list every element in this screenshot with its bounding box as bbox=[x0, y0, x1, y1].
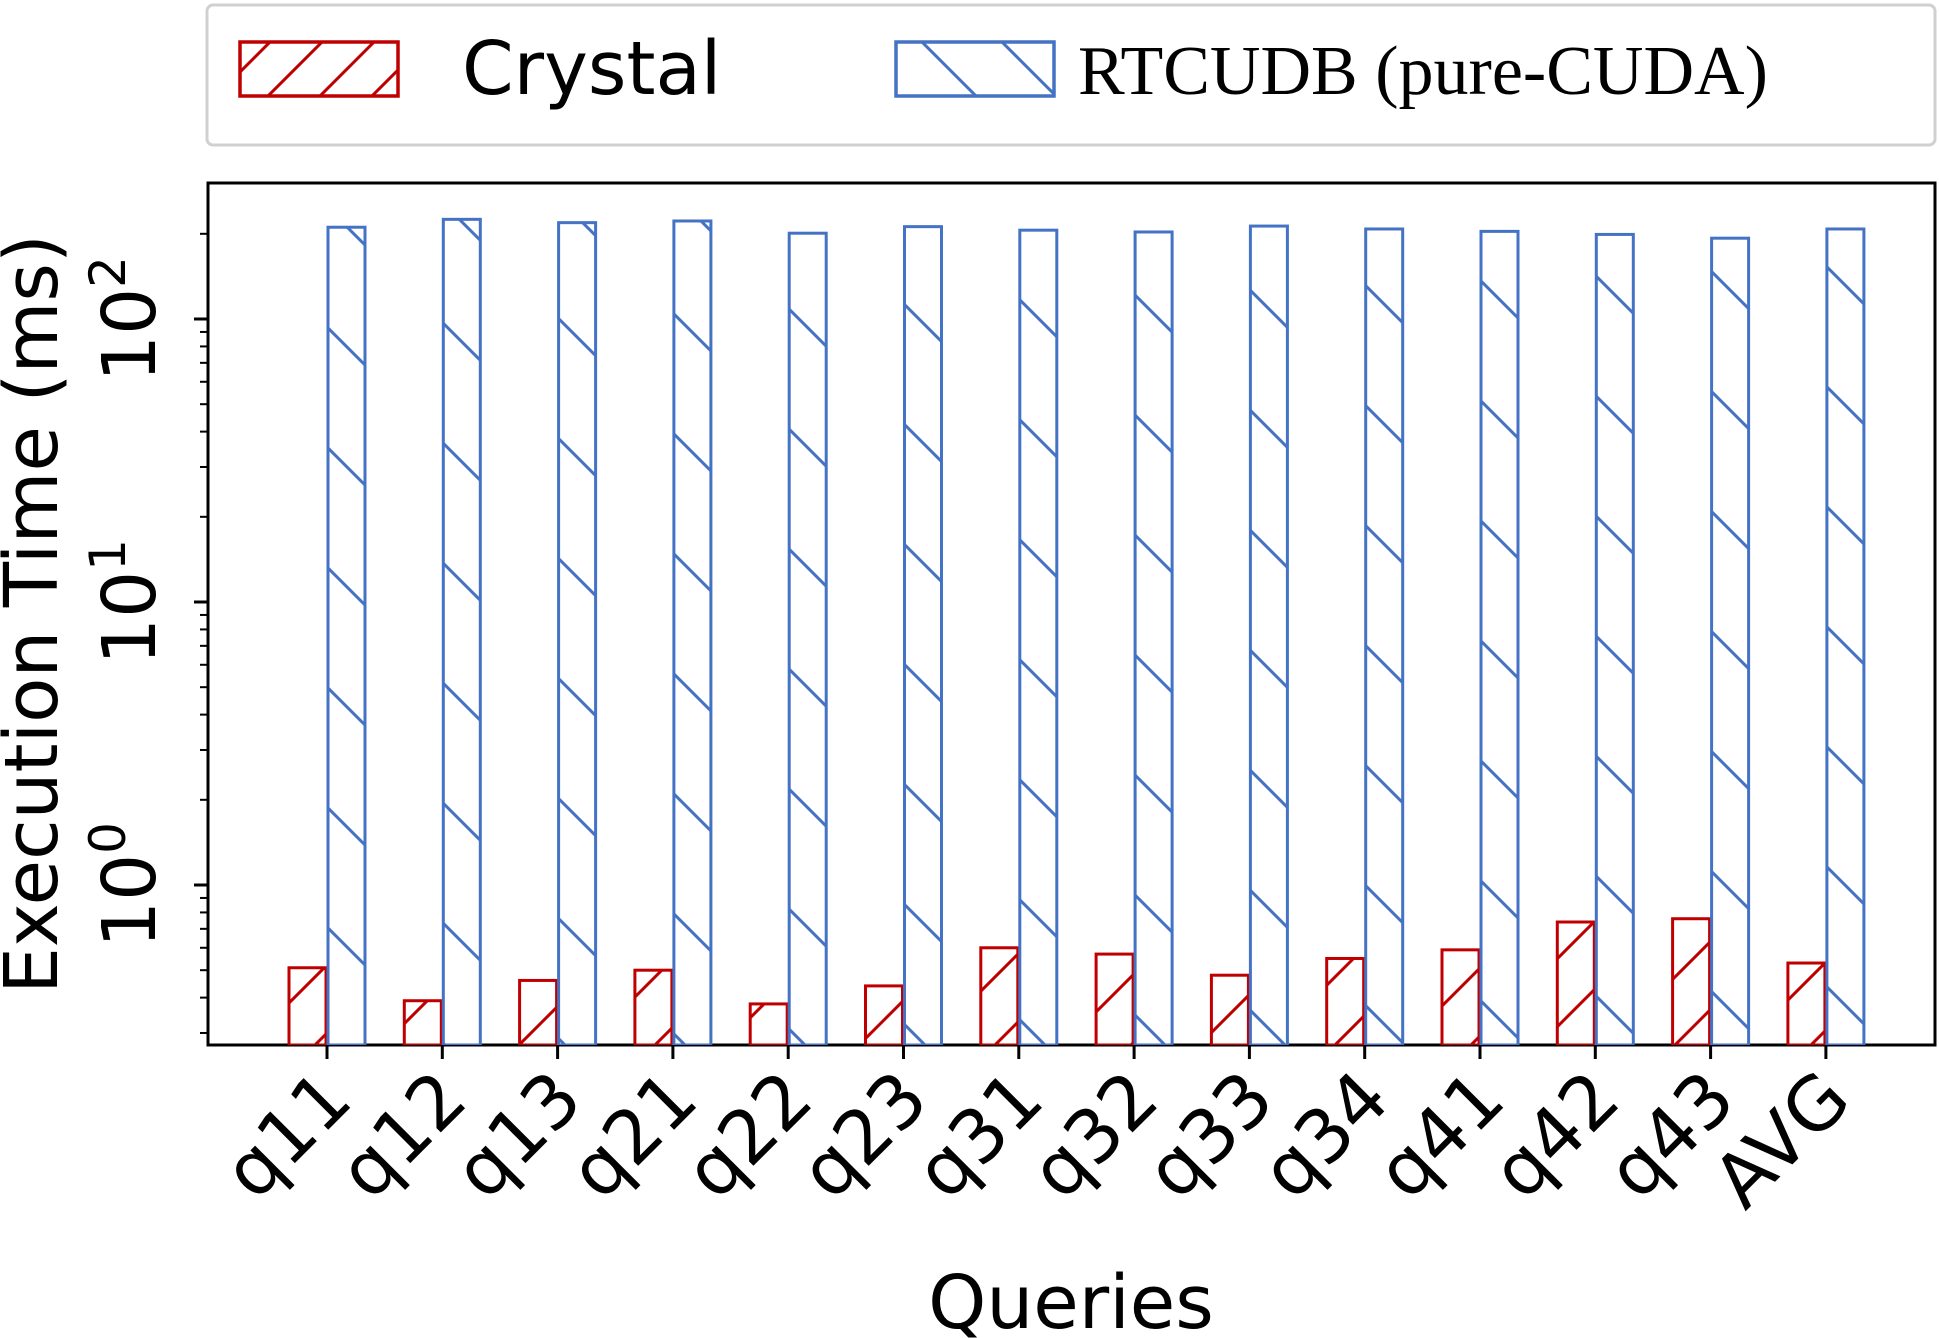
bar-rtcudb-pure-cuda-q13 bbox=[557, 221, 598, 1045]
legend-item-rtcudb: RTCUDB (pure-CUDA) bbox=[894, 33, 1768, 110]
bar-rtcudb-pure-cuda-q31 bbox=[1018, 228, 1059, 1045]
bar-crystal-q22 bbox=[748, 1002, 789, 1045]
bar-rtcudb-pure-cuda-q12-hatch bbox=[443, 219, 481, 1045]
bar-rtcudb-pure-cuda-q43-hatch bbox=[1711, 238, 1749, 1045]
bar-rtcudb-pure-cuda-q11 bbox=[326, 225, 367, 1045]
bar-crystal-q33 bbox=[1209, 973, 1250, 1045]
bar-crystal-q33-hatch bbox=[1211, 975, 1249, 1045]
bar-crystal-q12 bbox=[402, 999, 443, 1045]
bar-rtcudb-pure-cuda-q41 bbox=[1479, 229, 1520, 1045]
legend-label-rtcudb: RTCUDB (pure-CUDA) bbox=[1078, 33, 1768, 110]
bar-crystal-q11-hatch bbox=[289, 967, 326, 1045]
bar-crystal-q32 bbox=[1094, 952, 1135, 1045]
bar-crystal-q43 bbox=[1671, 917, 1712, 1045]
y-tick-exponent: 1 bbox=[79, 539, 137, 571]
bar-rtcudb-pure-cuda-q22 bbox=[787, 231, 828, 1045]
bar-rtcudb-pure-cuda-q22-hatch bbox=[789, 233, 827, 1045]
bar-rtcudb-pure-cuda-q42 bbox=[1594, 232, 1635, 1045]
bar-rtcudb-pure-cuda-q23-hatch bbox=[904, 226, 942, 1045]
bar-rtcudb-pure-cuda-avg-hatch bbox=[1826, 228, 1864, 1045]
bar-crystal-q43-hatch bbox=[1672, 918, 1710, 1045]
y-tick-base: 10 bbox=[87, 288, 173, 382]
bar-crystal-q12-hatch bbox=[404, 1000, 442, 1045]
bar-crystal-q41 bbox=[1440, 948, 1481, 1045]
x-axis: q11q12q13q21q22q23q31q32q33q34q41q42q43A… bbox=[207, 1045, 1867, 1225]
legend: Crystal RTCUDB (pure-CUDA) bbox=[205, 3, 1937, 147]
bar-crystal-q13-hatch bbox=[519, 980, 557, 1045]
bar-crystal-q34 bbox=[1325, 956, 1366, 1045]
bar-crystal-q11 bbox=[287, 966, 328, 1045]
bar-crystal-q42 bbox=[1555, 920, 1596, 1045]
bar-rtcudb-pure-cuda-q32-hatch bbox=[1135, 231, 1173, 1045]
bar-rtcudb-pure-cuda-q33 bbox=[1248, 224, 1289, 1045]
y-tick-label: 100 bbox=[79, 822, 173, 948]
bar-rtcudb-pure-cuda-q41-hatch bbox=[1481, 231, 1518, 1045]
bar-crystal-q34-hatch bbox=[1326, 958, 1364, 1045]
x-axis-label: Queries bbox=[928, 1260, 1214, 1338]
legend-swatch-crystal-hatch bbox=[240, 42, 398, 96]
bar-rtcudb-pure-cuda-q31-hatch bbox=[1019, 230, 1057, 1045]
y-tick-label: 102 bbox=[79, 256, 173, 382]
bar-rtcudb-pure-cuda-q23 bbox=[903, 225, 943, 1045]
bar-rtcudb-pure-cuda-q13-hatch bbox=[558, 222, 596, 1045]
bar-rtcudb-pure-cuda-q42-hatch bbox=[1596, 234, 1634, 1045]
bar-crystal-avg-hatch bbox=[1787, 963, 1825, 1045]
x-tick-label-avg: AVG bbox=[1697, 1055, 1867, 1225]
y-tick-base: 10 bbox=[87, 854, 173, 948]
bar-crystal-avg bbox=[1786, 961, 1827, 1045]
bars bbox=[287, 217, 1866, 1045]
y-tick-exponent: 2 bbox=[79, 256, 137, 288]
bar-rtcudb-pure-cuda-q34 bbox=[1364, 227, 1405, 1045]
y-tick-exponent: 0 bbox=[79, 822, 137, 854]
legend-item-crystal: Crystal bbox=[238, 26, 721, 112]
bar-crystal-q23-hatch bbox=[865, 985, 903, 1045]
bar-crystal-q13 bbox=[518, 978, 559, 1045]
bar-rtcudb-pure-cuda-avg bbox=[1825, 227, 1866, 1045]
bar-rtcudb-pure-cuda-q11-hatch bbox=[328, 227, 365, 1045]
plot-area bbox=[206, 181, 1937, 1047]
bar-crystal-q21-hatch bbox=[634, 970, 672, 1045]
bar-rtcudb-pure-cuda-q21 bbox=[672, 219, 713, 1045]
y-axis-label: Execution Time (ms) bbox=[0, 234, 75, 994]
legend-label-crystal: Crystal bbox=[462, 26, 721, 112]
bar-rtcudb-pure-cuda-q32 bbox=[1133, 230, 1174, 1045]
bar-crystal-q32-hatch bbox=[1096, 954, 1134, 1045]
legend-frame bbox=[205, 3, 1937, 147]
bar-rtcudb-pure-cuda-q21-hatch bbox=[673, 220, 711, 1045]
bar-crystal-q42-hatch bbox=[1557, 922, 1595, 1045]
y-tick-label: 101 bbox=[79, 539, 173, 665]
bar-crystal-q21 bbox=[633, 968, 674, 1045]
bar-rtcudb-pure-cuda-q43 bbox=[1710, 236, 1751, 1045]
bar-crystal-q31-hatch bbox=[980, 947, 1018, 1045]
bar-crystal-q23 bbox=[864, 984, 904, 1045]
bar-rtcudb-pure-cuda-q12 bbox=[441, 217, 482, 1045]
bar-rtcudb-pure-cuda-q33-hatch bbox=[1250, 226, 1288, 1045]
bar-rtcudb-pure-cuda-q34-hatch bbox=[1365, 228, 1403, 1045]
bar-crystal-q41-hatch bbox=[1442, 949, 1479, 1045]
y-tick-base: 10 bbox=[87, 571, 173, 665]
bar-crystal-q31 bbox=[979, 946, 1020, 1045]
legend-swatch-rtcudb-hatch bbox=[896, 42, 1054, 96]
bar-crystal-q22-hatch bbox=[750, 1003, 788, 1045]
